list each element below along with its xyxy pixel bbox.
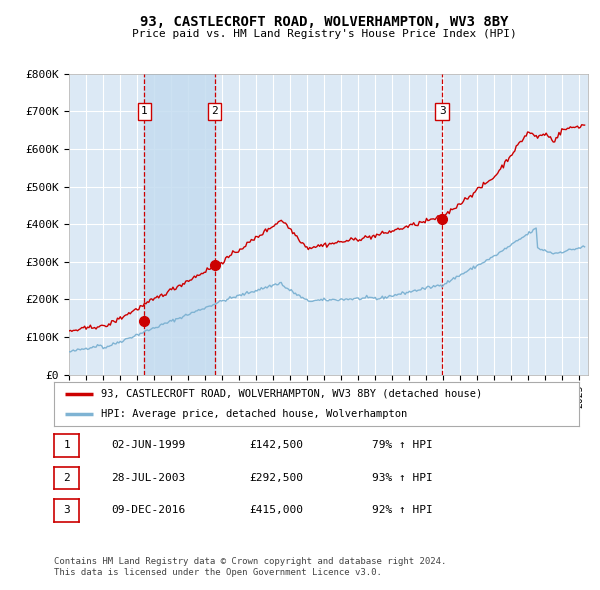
Text: 93, CASTLECROFT ROAD, WOLVERHAMPTON, WV3 8BY: 93, CASTLECROFT ROAD, WOLVERHAMPTON, WV3…: [140, 15, 508, 30]
Text: 93% ↑ HPI: 93% ↑ HPI: [372, 473, 433, 483]
Text: 3: 3: [439, 106, 446, 116]
Bar: [144, 74, 215, 375]
Text: 93, CASTLECROFT ROAD, WOLVERHAMPTON, WV3 8BY (detached house): 93, CASTLECROFT ROAD, WOLVERHAMPTON, WV3…: [101, 389, 482, 399]
Text: £292,500: £292,500: [249, 473, 303, 483]
Text: Contains HM Land Registry data © Crown copyright and database right 2024.: Contains HM Land Registry data © Crown c…: [54, 557, 446, 566]
Text: 09-DEC-2016: 09-DEC-2016: [111, 506, 185, 515]
Text: 28-JUL-2003: 28-JUL-2003: [111, 473, 185, 483]
Text: £415,000: £415,000: [249, 506, 303, 515]
Text: 3: 3: [63, 506, 70, 515]
Text: 79% ↑ HPI: 79% ↑ HPI: [372, 441, 433, 450]
Text: 2: 2: [63, 473, 70, 483]
Text: 1: 1: [63, 441, 70, 450]
Text: £142,500: £142,500: [249, 441, 303, 450]
Text: Price paid vs. HM Land Registry's House Price Index (HPI): Price paid vs. HM Land Registry's House …: [131, 30, 517, 39]
Text: 2: 2: [211, 106, 218, 116]
Text: HPI: Average price, detached house, Wolverhampton: HPI: Average price, detached house, Wolv…: [101, 409, 407, 419]
Text: 1: 1: [141, 106, 148, 116]
Text: 02-JUN-1999: 02-JUN-1999: [111, 441, 185, 450]
Text: 92% ↑ HPI: 92% ↑ HPI: [372, 506, 433, 515]
Text: This data is licensed under the Open Government Licence v3.0.: This data is licensed under the Open Gov…: [54, 568, 382, 577]
